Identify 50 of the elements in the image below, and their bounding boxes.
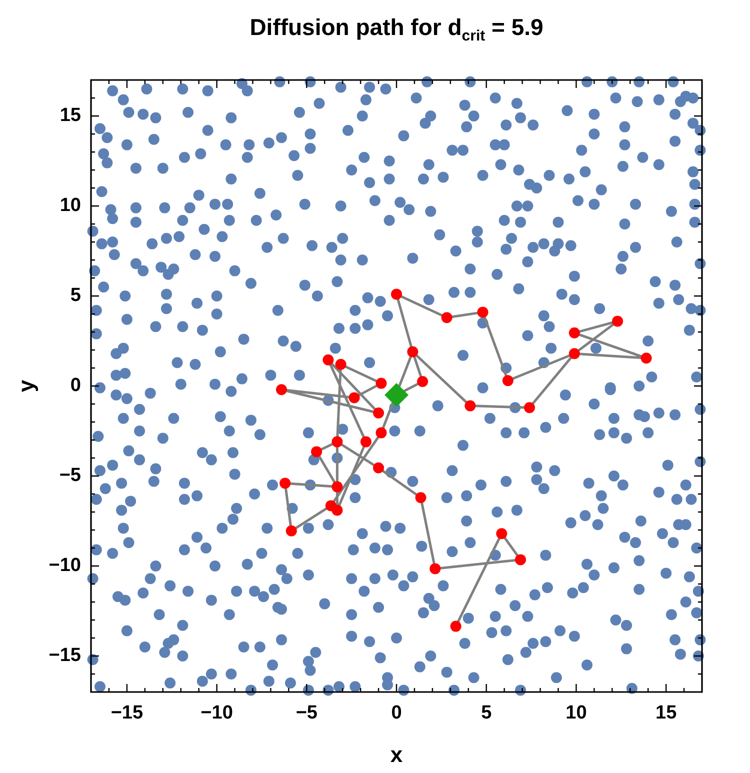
point [441, 312, 452, 324]
point [332, 504, 343, 516]
point [348, 392, 360, 404]
point [477, 306, 488, 318]
point [407, 346, 418, 358]
point [384, 383, 408, 407]
x-tick-label: −15 [110, 702, 144, 724]
point [276, 384, 287, 396]
x-tick-label: −10 [200, 702, 233, 724]
point [322, 354, 334, 366]
point [612, 316, 624, 327]
point [311, 446, 322, 458]
x-tick-label: 15 [655, 702, 678, 724]
x-tick-label: 10 [566, 702, 587, 724]
point [417, 376, 428, 387]
point [280, 478, 291, 489]
point [496, 528, 508, 540]
point [332, 481, 343, 492]
point [568, 327, 580, 338]
x-axis-title: x [390, 742, 404, 767]
point [360, 436, 372, 448]
y-tick-label: 5 [70, 285, 82, 306]
point [514, 554, 526, 566]
x-tick-label: 0 [391, 702, 402, 724]
point [502, 375, 514, 386]
point [286, 525, 297, 536]
y-tick-label: −10 [48, 555, 81, 576]
y-tick-label: 0 [70, 375, 81, 396]
y-tick-label: −15 [48, 645, 82, 666]
point [376, 427, 387, 438]
point [373, 408, 384, 418]
point [415, 492, 426, 504]
x-tick-label: 5 [481, 702, 492, 724]
y-tick-label: −5 [59, 465, 82, 486]
point [332, 436, 343, 448]
y-tick-label: 15 [60, 105, 82, 126]
point [430, 563, 441, 574]
point [640, 352, 652, 364]
point [568, 348, 580, 360]
point [524, 402, 535, 414]
y-axis-title: y [13, 379, 38, 392]
y-tick-label: 10 [60, 195, 81, 216]
x-tick-label: −5 [296, 702, 318, 724]
point [335, 358, 346, 370]
point [391, 288, 402, 300]
point [464, 400, 476, 412]
chart-title: Diffusion path for d$_{crit}$ = 5.9 [248, 14, 544, 45]
point [373, 462, 384, 474]
point [450, 620, 462, 632]
point [376, 378, 387, 389]
